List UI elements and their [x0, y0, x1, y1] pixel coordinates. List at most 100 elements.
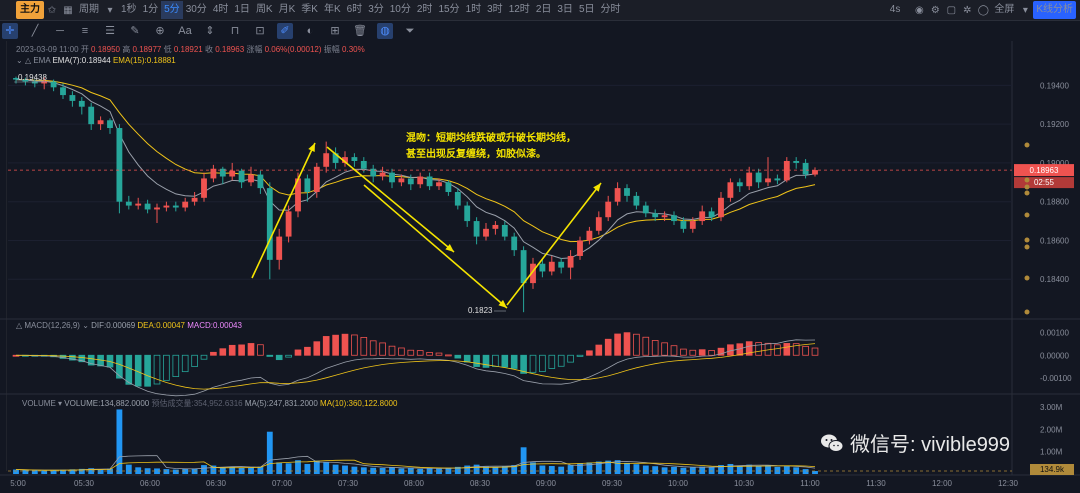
- period-dropdown[interactable]: 周期: [79, 4, 99, 15]
- ema7-value: EMA(7):0.18944: [52, 56, 111, 65]
- volume-bar: [398, 468, 405, 474]
- timeframe-7[interactable]: 月K: [278, 4, 296, 15]
- timeframe-8[interactable]: 季K: [301, 4, 318, 15]
- macd-histogram-bar: [238, 344, 245, 356]
- candle-body: [144, 203, 151, 210]
- macd-histogram-bar: [360, 337, 368, 356]
- timeframe-3[interactable]: 30分: [185, 4, 207, 15]
- candle-body: [257, 174, 264, 189]
- macd-histogram-bar: [576, 354, 584, 357]
- lock-icon[interactable]: ⊡: [255, 25, 265, 37]
- fullscreen-chevron-icon[interactable]: ▾: [1022, 4, 1028, 16]
- trend-line-icon[interactable]: ╱: [31, 25, 39, 37]
- volume-bar: [671, 466, 677, 474]
- macd-histogram-bar: [322, 336, 330, 356]
- volume-collapse-icon[interactable]: ▾: [58, 399, 63, 408]
- volume-bar: [436, 468, 442, 474]
- chevron-down-icon[interactable]: ▾: [107, 4, 113, 16]
- volume-bar: [765, 465, 771, 474]
- candle-body: [266, 188, 273, 260]
- axis-marker-dot: [1024, 184, 1030, 190]
- timeframe-0[interactable]: 1秒: [121, 4, 137, 15]
- crosshair-icon[interactable]: ✛: [2, 23, 18, 39]
- volume-bar: [577, 463, 583, 474]
- layout-icon[interactable]: ▢: [946, 4, 957, 16]
- timeframe-21[interactable]: 分时: [600, 4, 621, 15]
- main-chart-button[interactable]: 主力: [16, 1, 44, 19]
- macd-histogram-bar: [125, 354, 133, 385]
- text-icon[interactable]: Aa: [178, 25, 192, 37]
- ema-collapse-icon[interactable]: ⌄: [16, 56, 23, 65]
- star-icon[interactable]: ✩: [47, 4, 57, 16]
- timeframe-4[interactable]: 4时: [212, 4, 229, 15]
- volume-bar: [464, 465, 471, 474]
- timeframe-15[interactable]: 1时: [465, 4, 482, 15]
- macd-bell-icon[interactable]: △: [16, 321, 23, 330]
- magnet-icon[interactable]: ⊓: [230, 25, 240, 37]
- macd-histogram-bar: [59, 354, 67, 359]
- ema-bell-icon[interactable]: △: [24, 56, 32, 65]
- shape-icon[interactable]: ⊕: [155, 25, 165, 37]
- timeframe-18[interactable]: 2日: [535, 4, 552, 15]
- timeframe-16[interactable]: 3时: [487, 4, 503, 15]
- filter-icon[interactable]: ⏷: [405, 25, 415, 37]
- axis-marker-dot: [1024, 190, 1030, 196]
- candle-body: [652, 213, 659, 218]
- timeframe-2[interactable]: 5分: [161, 1, 183, 19]
- kline-analysis-button[interactable]: K线分析: [1033, 1, 1076, 19]
- timeframe-12[interactable]: 10分: [389, 4, 411, 15]
- measure-icon[interactable]: ⇕: [205, 25, 215, 37]
- fullscreen-button[interactable]: 全屏: [994, 4, 1015, 15]
- time-axis-label: 12:30: [998, 479, 1019, 488]
- macd-histogram-bar: [304, 346, 311, 356]
- timeframe-5[interactable]: 1日: [234, 4, 250, 15]
- timeframe-13[interactable]: 2时: [416, 4, 433, 15]
- time-axis-label: 11:00: [800, 479, 820, 488]
- timeframe-20[interactable]: 5日: [578, 4, 595, 15]
- timeframe-10[interactable]: 6时: [346, 4, 363, 15]
- drawing-mode-icon[interactable]: ✐: [277, 23, 293, 39]
- eye-icon[interactable]: ◐: [306, 25, 314, 37]
- indicator-icon[interactable]: ◍: [377, 23, 393, 39]
- timeframe-6[interactable]: 周K: [255, 4, 273, 15]
- volume-axis-label: 3.00M: [1040, 403, 1063, 412]
- settings-icon[interactable]: ⚙: [930, 4, 940, 16]
- timeframe-19[interactable]: 3日: [557, 4, 573, 15]
- volume-bar: [530, 462, 536, 474]
- fib-icon[interactable]: ☰: [105, 25, 115, 37]
- pen-icon[interactable]: ✎: [130, 25, 140, 37]
- volume-name: VOLUME: [22, 399, 56, 408]
- macd-histogram-bar: [792, 343, 800, 356]
- timeframe-11[interactable]: 3分: [368, 4, 384, 15]
- candle-body: [50, 81, 57, 88]
- time-axis-label: 06:30: [206, 479, 227, 488]
- wechat-watermark: 微信号: vivible999: [820, 428, 1010, 457]
- volume-bar: [633, 464, 640, 474]
- info-date: 2023-03-09 11:00: [16, 45, 79, 54]
- candle-body: [398, 178, 405, 183]
- macd-histogram-bar: [219, 348, 227, 356]
- arrow-down-1: [326, 146, 455, 253]
- channel-icon[interactable]: ≡: [81, 25, 89, 37]
- timeframe-17[interactable]: 12时: [508, 4, 530, 15]
- macd-histogram-bar: [586, 350, 593, 356]
- horizontal-line-icon[interactable]: ─: [56, 25, 64, 37]
- macd-histogram-bar: [181, 354, 189, 373]
- info-icon[interactable]: ◯: [977, 4, 989, 16]
- price-axis-label: 0.18600: [1040, 236, 1069, 245]
- volume-bar: [473, 464, 480, 474]
- gear-icon[interactable]: ✲: [963, 4, 972, 16]
- speed-label: 4s: [889, 4, 901, 15]
- calendar-icon[interactable]: ▦: [63, 4, 73, 16]
- camera-icon[interactable]: ◉: [914, 4, 924, 16]
- timeframe-1[interactable]: 1分: [142, 4, 159, 15]
- trash-icon[interactable]: 🗑: [353, 25, 367, 37]
- dea-line: [16, 343, 816, 390]
- stay-drawing-icon[interactable]: ⊞: [330, 25, 340, 37]
- timeframe-14[interactable]: 15分: [438, 4, 460, 15]
- change-label: 涨幅: [246, 45, 263, 54]
- macd-collapse-icon[interactable]: ⌄: [82, 321, 89, 330]
- candle-body: [727, 182, 734, 198]
- timeframe-9[interactable]: 年K: [323, 4, 341, 15]
